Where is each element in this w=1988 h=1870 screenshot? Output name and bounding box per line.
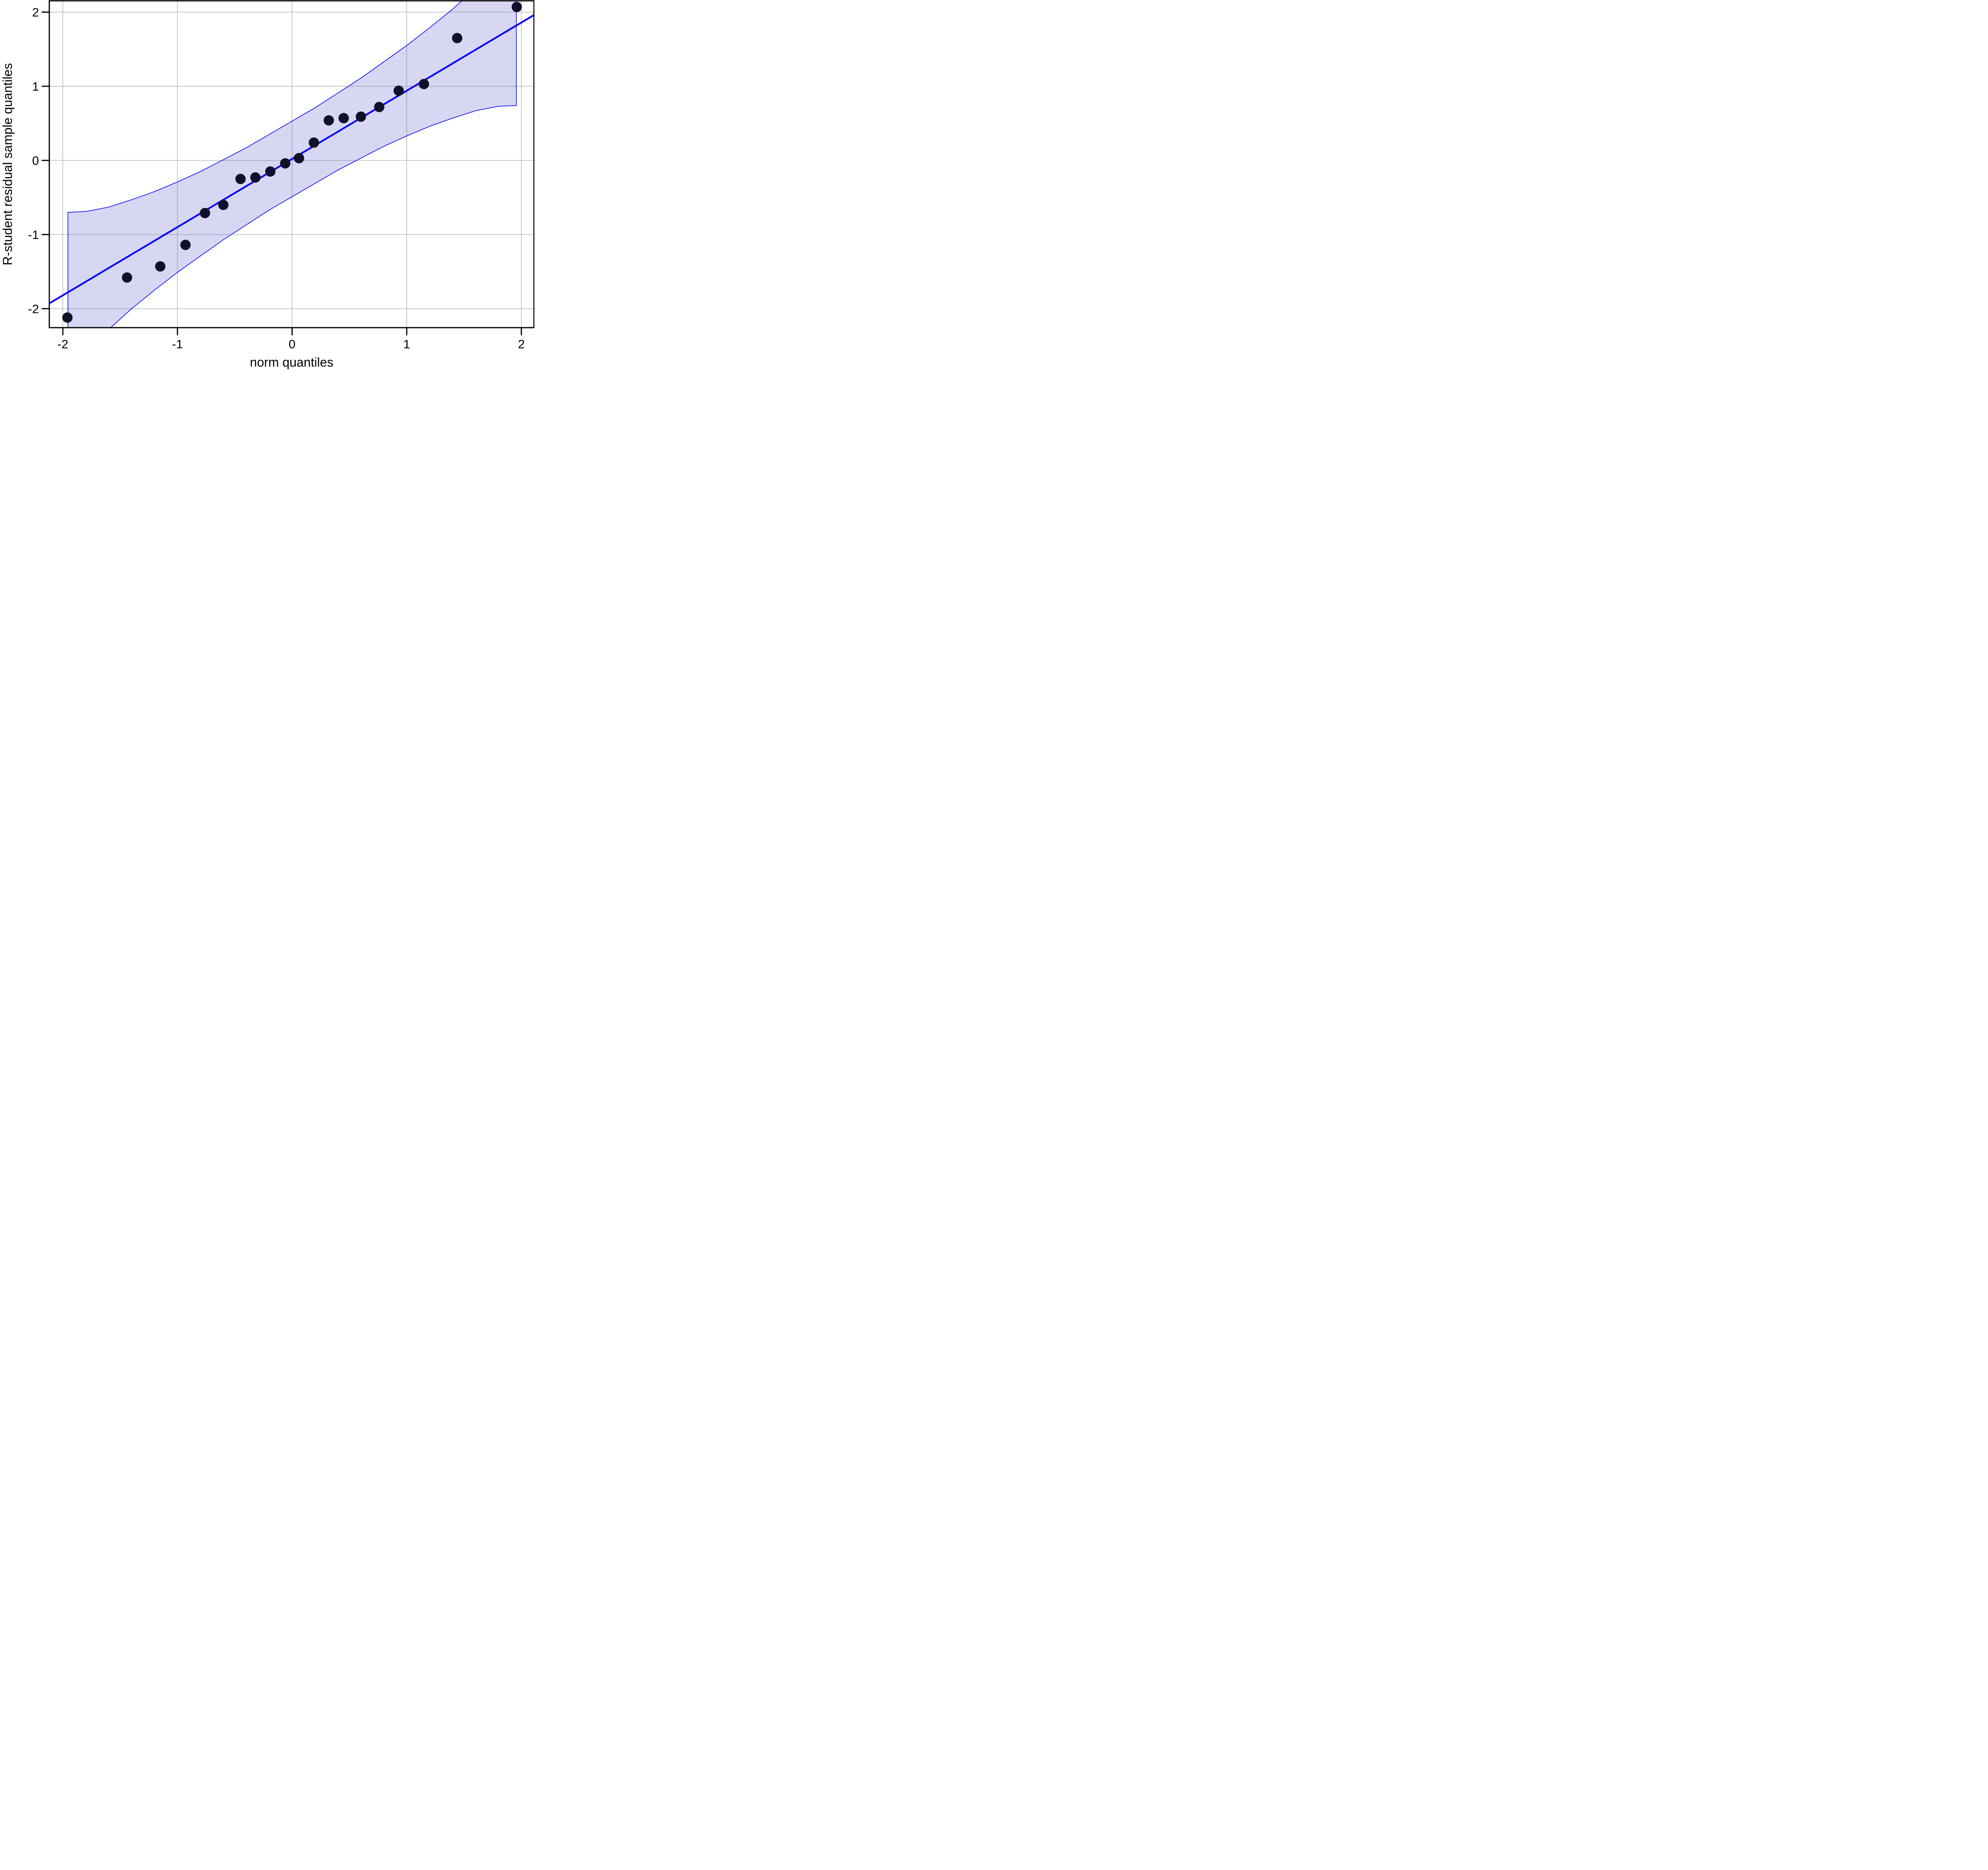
data-point xyxy=(323,115,334,126)
data-point xyxy=(180,239,191,250)
data-point xyxy=(155,261,166,272)
data-point xyxy=(419,79,429,89)
y-axis-ticks: -2 -1 0 1 2 xyxy=(28,6,50,316)
y-axis-label: R-student residual sample quantiles xyxy=(0,63,15,266)
data-point xyxy=(250,172,261,183)
qq-plot-figure: -2 -1 0 1 2 -2 -1 0 1 2 norm quantiles R-student… xyxy=(0,0,534,374)
data-point xyxy=(511,2,522,12)
data-point xyxy=(280,158,291,169)
data-point xyxy=(355,111,366,122)
x-tick-label: 2 xyxy=(518,337,525,351)
gridlines xyxy=(49,1,534,328)
data-point xyxy=(393,85,404,96)
plot-background xyxy=(49,1,534,328)
y-tick-label: 0 xyxy=(32,153,39,167)
x-tick-label: 1 xyxy=(403,337,410,351)
y-tick-label: -2 xyxy=(28,302,39,316)
x-tick-label: -2 xyxy=(57,337,68,351)
data-point xyxy=(265,166,276,177)
data-point xyxy=(338,113,349,124)
data-point xyxy=(122,272,132,283)
qq-plot-canvas: -2 -1 0 1 2 -2 -1 0 1 2 norm quantiles R-student… xyxy=(0,0,534,369)
y-tick-label: 1 xyxy=(32,80,39,93)
confidence-envelope-region xyxy=(67,1,517,328)
y-tick-label: -1 xyxy=(28,228,39,242)
confidence-band xyxy=(67,1,517,328)
y-tick-label: 2 xyxy=(32,6,39,19)
data-point xyxy=(293,153,304,163)
x-tick-label: 0 xyxy=(289,337,295,351)
plot-border xyxy=(49,0,534,328)
x-tick-label: -1 xyxy=(172,337,183,351)
data-point xyxy=(62,312,73,323)
reference-line xyxy=(49,14,534,304)
x-axis-ticks: -2 -1 0 1 2 xyxy=(57,327,525,351)
qq-reference-line xyxy=(49,14,534,304)
data-points xyxy=(62,2,522,323)
data-point xyxy=(374,102,384,113)
data-point xyxy=(218,200,229,210)
x-axis-label: norm quantiles xyxy=(250,355,334,369)
data-point xyxy=(452,33,462,43)
data-point xyxy=(200,208,210,218)
data-point xyxy=(235,174,246,184)
data-point xyxy=(309,137,319,148)
